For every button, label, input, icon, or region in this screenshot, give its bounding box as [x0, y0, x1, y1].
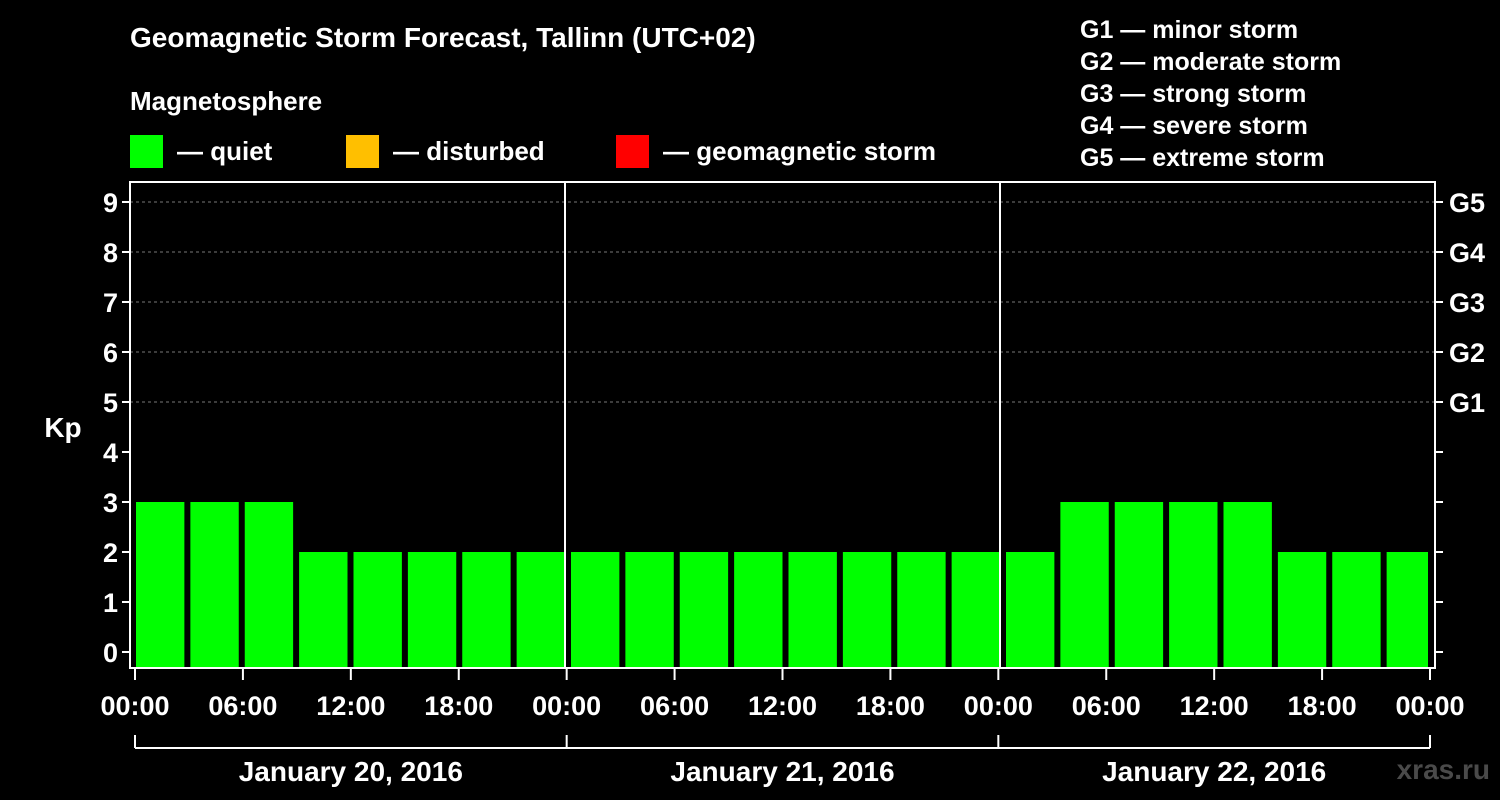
kp-bar — [299, 552, 348, 668]
g-scale-label: G3 — [1449, 288, 1485, 318]
kp-bar — [679, 552, 729, 668]
kp-bar — [407, 552, 457, 668]
legend-label-quiet: — quiet — [177, 135, 273, 166]
y-tick-label: 5 — [103, 388, 118, 418]
y-tick-label: 1 — [103, 588, 118, 618]
x-tick-label: 06:00 — [640, 691, 709, 721]
legend-storm: — geomagnetic storm — [616, 134, 936, 168]
y-tick-label: 7 — [103, 288, 118, 318]
y-tick-label: 9 — [103, 188, 118, 218]
kp-bar — [842, 552, 892, 668]
legend-disturbed: — disturbed — [346, 134, 545, 168]
kp-bar — [1006, 552, 1055, 668]
storm-scale-g5: G5 — extreme storm — [1080, 144, 1325, 172]
y-tick-label: 6 — [103, 338, 118, 368]
x-tick-label: 06:00 — [1072, 691, 1141, 721]
legend-label-disturbed: — disturbed — [393, 135, 545, 166]
storm-scale-g1: G1 — minor storm — [1080, 16, 1299, 44]
kp-bar — [516, 552, 565, 668]
y-tick-label: 0 — [103, 638, 118, 668]
kp-bar — [1060, 502, 1109, 668]
day-label: January 21, 2016 — [670, 756, 894, 787]
g-scale-label: G2 — [1449, 338, 1485, 368]
kp-bar — [571, 552, 620, 668]
kp-bar — [788, 552, 837, 668]
storm-scale-g3: G3 — strong storm — [1080, 80, 1307, 108]
kp-bar — [951, 552, 1000, 668]
x-tick-label: 00:00 — [100, 691, 169, 721]
legend-swatch-disturbed — [346, 134, 379, 168]
y-tick-label: 3 — [103, 488, 118, 518]
x-tick-label: 12:00 — [1180, 691, 1249, 721]
storm-scale-g2: G2 — moderate storm — [1080, 48, 1342, 76]
g-scale-label: G4 — [1449, 238, 1485, 268]
kp-bar — [625, 552, 674, 668]
y-tick-label: 4 — [103, 438, 118, 468]
kp-bar — [897, 552, 946, 668]
kp-bar — [136, 502, 185, 668]
chart-title: Geomagnetic Storm Forecast, Tallinn (UTC… — [130, 22, 756, 53]
axis-layer: 0 1 2 3 4 5 6 7 8 9 G1 G2 G3 G4 G5 00:00 06:00 12:00 18:00… — [100, 181, 1485, 787]
kp-bar — [1386, 552, 1428, 668]
kp-bar — [462, 552, 511, 668]
kp-bar — [1223, 502, 1272, 668]
y-axis-label: Kp — [44, 412, 81, 443]
legend-label-storm: — geomagnetic storm — [663, 135, 937, 166]
y-tick-label: 8 — [103, 238, 118, 268]
x-tick-label: 00:00 — [1395, 691, 1464, 721]
grid-layer — [130, 201, 1435, 403]
kp-bar — [190, 502, 239, 668]
bars-layer — [136, 502, 1428, 668]
kp-bar — [1169, 502, 1218, 668]
kp-bar — [734, 552, 783, 668]
kp-bar — [353, 552, 402, 668]
day-label: January 20, 2016 — [239, 756, 463, 787]
x-tick-label: 06:00 — [208, 691, 277, 721]
legend-swatch-quiet — [130, 134, 163, 168]
magnetosphere-heading: Magnetosphere — [130, 86, 323, 116]
kp-bar — [1332, 552, 1381, 668]
x-tick-label: 18:00 — [1288, 691, 1357, 721]
legend-quiet: — quiet — [130, 134, 272, 168]
day-label: January 22, 2016 — [1102, 756, 1326, 787]
x-tick-label: 18:00 — [424, 691, 493, 721]
x-tick-label: 12:00 — [316, 691, 385, 721]
y-tick-label: 2 — [103, 538, 118, 568]
x-tick-label: 18:00 — [856, 691, 925, 721]
kp-bar — [244, 502, 294, 668]
kp-bar — [1277, 552, 1327, 668]
kp-bar — [1114, 502, 1164, 668]
storm-scale-legend: G1 — minor storm G2 — moderate storm G3 … — [1080, 14, 1341, 174]
watermark: xras.ru — [1396, 754, 1490, 785]
x-tick-label: 00:00 — [532, 691, 601, 721]
x-tick-label: 00:00 — [964, 691, 1033, 721]
legend-swatch-storm — [616, 134, 649, 168]
g-scale-label: G5 — [1449, 188, 1485, 218]
storm-scale-g4: G4 — severe storm — [1080, 112, 1308, 140]
g-scale-label: G1 — [1449, 388, 1485, 418]
x-tick-label: 12:00 — [748, 691, 817, 721]
